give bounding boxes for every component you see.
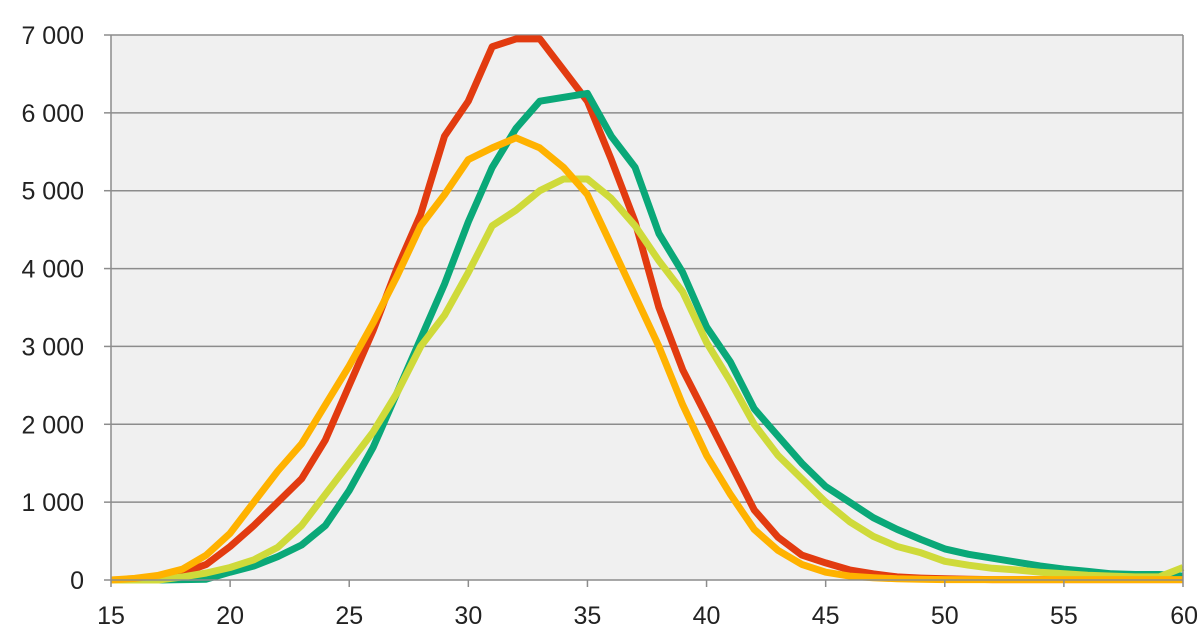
x-tick-label: 60: [1170, 602, 1198, 630]
y-tick-label: 2 000: [21, 411, 84, 439]
x-tick-label: 15: [97, 602, 125, 630]
x-tick-label: 30: [454, 602, 482, 630]
y-tick-label: 3 000: [21, 333, 84, 361]
y-tick-label: 0: [70, 567, 84, 595]
y-tick-label: 5 000: [21, 178, 84, 206]
x-tick-label: 55: [1050, 602, 1078, 630]
plot-area: [111, 35, 1183, 580]
axes: [104, 34, 1184, 587]
series-line-3: [111, 175, 1185, 584]
y-tick-label: 4 000: [21, 256, 84, 284]
x-tick-label: 40: [693, 602, 721, 630]
y-tick-label: 6 000: [21, 100, 84, 128]
y-tick-labels: 0 1 000 2 000 3 000 4 000 5 000 6 000 7 000: [21, 22, 84, 595]
series-line-2: [111, 89, 1184, 584]
x-tick-label: 45: [812, 602, 840, 630]
x-tick-label: 20: [216, 602, 244, 630]
y-tick-label: 1 000: [21, 489, 84, 517]
x-tick-label: 35: [574, 602, 602, 630]
y-tick-label: 7 000: [21, 22, 84, 50]
x-tick-labels: 15 20 25 30 35 40 45 50 55 60: [97, 602, 1198, 630]
x-tick-label: 50: [931, 602, 959, 630]
x-tick-label: 25: [335, 602, 363, 630]
